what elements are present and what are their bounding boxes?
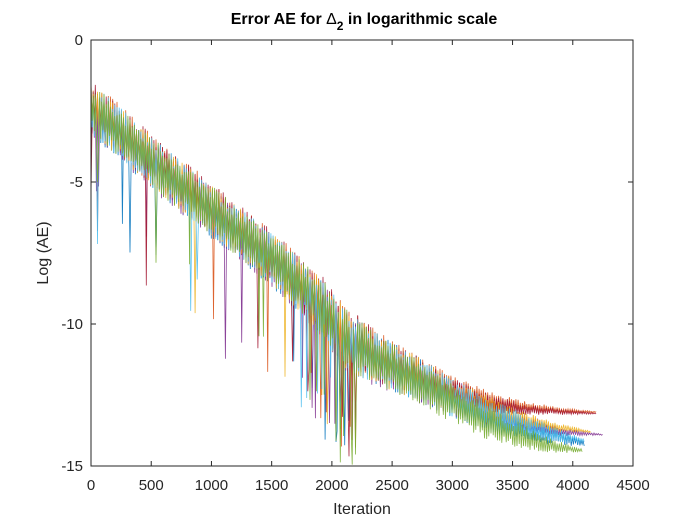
x-tick-label: 0 [87, 477, 95, 494]
x-tick-label: 4000 [556, 477, 589, 494]
y-tick-label: 0 [75, 32, 83, 49]
y-axis-label: Log (AE) [35, 221, 52, 284]
x-tick-label: 4500 [616, 477, 649, 494]
x-axis-label: Iteration [333, 501, 391, 518]
x-tick-label: 2000 [315, 477, 348, 494]
y-ticks: 0 -5 -10 -15 [61, 32, 633, 475]
series-layer [90, 81, 603, 465]
x-tick-label: 1500 [255, 477, 288, 494]
axes-box [90, 39, 634, 467]
y-tick-label: -15 [61, 458, 83, 475]
x-tick-label: 500 [139, 477, 164, 494]
x-tick-label: 3500 [496, 477, 529, 494]
chart-title: Error AE for Δ2 in logarithmic scale [231, 11, 498, 33]
x-tick-label: 3000 [436, 477, 469, 494]
series-line-5 [90, 83, 583, 465]
y-tick-label: -5 [70, 174, 83, 191]
x-tick-label: 2500 [375, 477, 408, 494]
y-tick-label: -10 [61, 316, 83, 333]
x-tick-label: 1000 [195, 477, 228, 494]
plot-area [91, 40, 633, 466]
x-ticks: 0 500 1000 1500 2000 2500 3000 3500 4000 4500 [87, 40, 650, 494]
